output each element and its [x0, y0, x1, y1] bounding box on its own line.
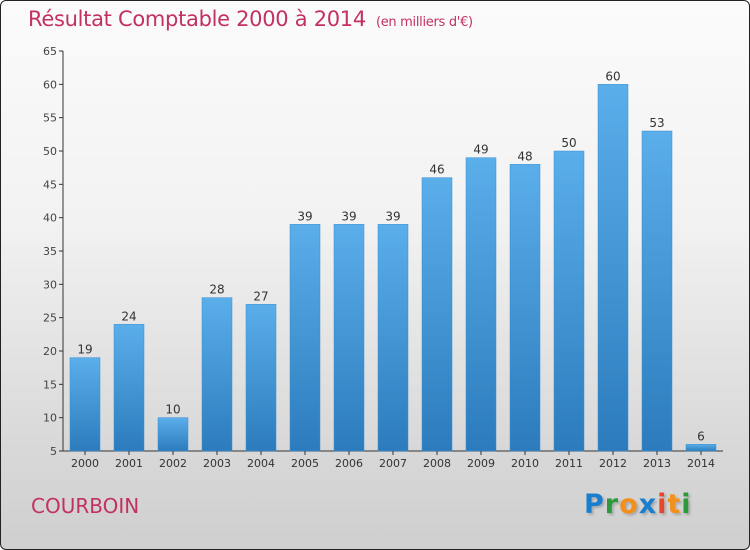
bar [377, 224, 409, 452]
y-tick-label: 45 [43, 178, 57, 191]
x-tick-label: 2008 [423, 457, 451, 470]
bar [289, 224, 321, 452]
x-tick-label: 2005 [291, 457, 319, 470]
x-tick-label: 2014 [687, 457, 715, 470]
bar [333, 224, 365, 452]
y-tick-label: 20 [43, 345, 57, 358]
data-label: 27 [253, 289, 268, 303]
x-tick-label: 2010 [511, 457, 539, 470]
x-tick-label: 2007 [379, 457, 407, 470]
data-label: 6 [697, 429, 705, 443]
x-tick-label: 2003 [203, 457, 231, 470]
data-label: 39 [341, 209, 356, 223]
x-tick-label: 2002 [159, 457, 187, 470]
commune-name: COURBOIN [31, 494, 140, 518]
data-label: 46 [429, 163, 444, 177]
bar [245, 304, 277, 452]
data-label: 39 [297, 209, 312, 223]
data-label: 28 [209, 283, 224, 297]
bar [157, 417, 189, 452]
y-tick-label: 5 [50, 445, 57, 458]
data-label: 19 [77, 343, 92, 357]
unit-label: (en milliers d'€) [375, 15, 473, 30]
x-tick-label: 2001 [115, 457, 143, 470]
bar [113, 324, 145, 452]
x-tick-label: 2011 [555, 457, 583, 470]
bar [597, 84, 629, 452]
x-tick-label: 2000 [71, 457, 99, 470]
data-label: 48 [517, 149, 532, 163]
y-tick-label: 10 [43, 412, 57, 425]
chart-title: Résultat Comptable 2000 à 2014 (en millie… [28, 7, 473, 31]
title-text: Résultat Comptable 2000 à 2014 [28, 7, 366, 31]
x-tick-label: 2006 [335, 457, 363, 470]
x-tick-label: 2004 [247, 457, 275, 470]
y-tick-label: 60 [43, 78, 57, 91]
bar [421, 177, 453, 452]
x-tick-label: 2009 [467, 457, 495, 470]
bar [641, 130, 673, 452]
data-label: 24 [121, 309, 136, 323]
data-label: 50 [561, 136, 576, 150]
y-tick-label: 40 [43, 212, 57, 225]
y-tick-label: 35 [43, 245, 57, 258]
data-label: 53 [649, 116, 664, 130]
x-tick-label: 2013 [643, 457, 671, 470]
y-tick-label: 65 [43, 45, 57, 58]
bar [201, 297, 233, 452]
data-label: 60 [605, 69, 620, 83]
y-tick-label: 55 [43, 112, 57, 125]
y-tick-label: 30 [43, 278, 57, 291]
y-tick-label: 15 [43, 378, 57, 391]
y-tick-label: 50 [43, 145, 57, 158]
data-label: 49 [473, 143, 488, 157]
data-label: 10 [165, 403, 180, 417]
bar [69, 357, 101, 452]
proxiti-logo: Proxiti [584, 489, 692, 520]
bar [553, 150, 585, 452]
y-tick-label: 25 [43, 312, 57, 325]
x-tick-label: 2012 [599, 457, 627, 470]
bar [509, 164, 541, 452]
bar [685, 444, 717, 452]
bar [465, 157, 497, 452]
data-label: 39 [385, 209, 400, 223]
